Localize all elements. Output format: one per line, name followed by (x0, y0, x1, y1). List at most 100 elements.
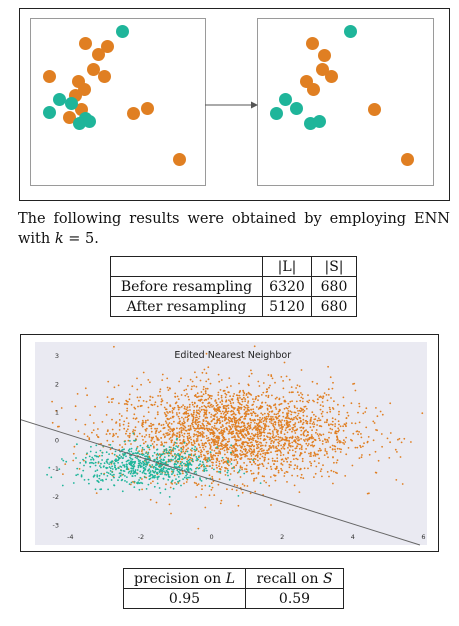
scatter-point (214, 454, 217, 457)
scatter-frame: Edited Nearest Neighbor -4 -2 0 2 4 6 -3 -2 -1 0 1 2… (20, 334, 439, 552)
scatter-point (177, 406, 180, 409)
scatter-point (132, 480, 134, 483)
scatter-point (243, 422, 245, 425)
scatter-point (196, 409, 198, 412)
scatter-point (145, 455, 148, 458)
scatter-point (229, 451, 232, 454)
scatter-point (153, 446, 155, 449)
scatter-point (182, 441, 185, 444)
scatter-point (280, 462, 283, 465)
scatter-point (210, 458, 213, 461)
scatter-point (215, 435, 218, 438)
scatter-point (261, 462, 264, 465)
scatter-point (163, 456, 166, 458)
scatter-point (250, 455, 253, 457)
scatter-point (191, 450, 193, 452)
scatter-point (300, 448, 303, 451)
scatter-point (171, 435, 174, 438)
scatter-point (315, 429, 318, 431)
scatter-point (188, 398, 190, 401)
scatter-point (128, 398, 131, 401)
scatter-point (202, 424, 205, 427)
scatter-point (62, 473, 64, 475)
scatter-point (289, 400, 292, 403)
scatter-point (296, 407, 298, 410)
scatter-point (254, 458, 257, 461)
majority-point (305, 36, 319, 50)
scatter-point (238, 471, 240, 473)
scatter-point (191, 447, 194, 450)
scatter-point (185, 444, 187, 447)
scatter-point (318, 396, 321, 398)
scatter-point (307, 467, 309, 470)
minority-point (115, 24, 129, 38)
scatter-point (151, 474, 154, 476)
scatter-point (114, 466, 116, 469)
scatter-point (293, 411, 296, 414)
scatter-point (186, 450, 189, 453)
scatter-point (238, 407, 240, 410)
scatter-point (181, 422, 184, 424)
scatter-point (333, 461, 335, 464)
scatter-point (205, 435, 208, 437)
scatter-point (176, 427, 178, 430)
scatter-point (261, 431, 263, 434)
scatter-point (242, 448, 245, 451)
scatter-point (121, 446, 124, 448)
scatter-point (288, 443, 290, 446)
scatter-point (99, 449, 102, 452)
scatter-point (318, 462, 320, 464)
scatter-point (145, 465, 147, 468)
scatter-point (343, 443, 346, 445)
scatter-point (196, 416, 198, 419)
scatter-point (293, 423, 296, 426)
scatter-point (386, 437, 389, 440)
scatter-point (219, 389, 222, 391)
scatter-point (208, 427, 210, 430)
scatter-point (290, 386, 293, 388)
scatter-point (271, 430, 274, 433)
scatter-point (174, 457, 177, 460)
scatter-point (270, 451, 272, 454)
scatter-point (112, 397, 114, 400)
scatter-point (183, 405, 186, 408)
scatter-point (311, 437, 313, 440)
scatter-point (181, 464, 183, 467)
scatter-point (193, 448, 196, 451)
scatter-point (381, 413, 384, 416)
scatter-point (217, 391, 220, 394)
scatter-point (158, 422, 161, 425)
scatter-point (182, 412, 185, 415)
scatter-point (247, 402, 249, 404)
scatter-point (275, 438, 278, 441)
scatter-point (295, 457, 298, 460)
scatter-point (157, 395, 160, 397)
scatter-point (225, 413, 227, 416)
scatter-point (280, 458, 283, 461)
scatter-point (136, 469, 139, 471)
scatter-point (118, 454, 121, 457)
scatter-point (134, 471, 137, 474)
scatter-point (237, 409, 240, 412)
scatter-point (94, 488, 97, 491)
scatter-point (289, 436, 292, 439)
scatter-point (142, 400, 145, 402)
scatter-point (342, 404, 345, 407)
table-header-empty (110, 256, 263, 277)
scatter-point (202, 388, 205, 391)
scatter-point (213, 425, 216, 427)
scatter-point (212, 455, 214, 457)
scatter-point (294, 436, 297, 439)
scatter-point (268, 484, 271, 487)
scatter-point (179, 461, 182, 463)
scatter-point (254, 434, 256, 437)
scatter-point (250, 414, 253, 417)
scatter-point (222, 439, 225, 442)
scatter-point (316, 401, 319, 404)
scatter-point (228, 391, 230, 394)
x-tick-label: 6 (421, 533, 425, 541)
scatter-point (256, 441, 258, 444)
scatter-point (156, 478, 159, 480)
scatter-point (237, 401, 240, 404)
scatter-point (178, 417, 181, 420)
